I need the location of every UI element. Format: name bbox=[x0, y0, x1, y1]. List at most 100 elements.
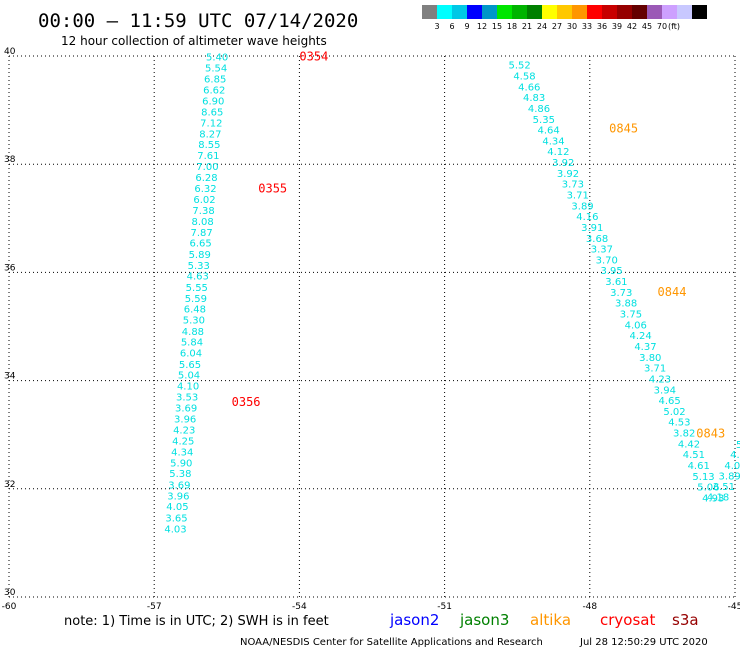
footer-timestamp: Jul 28 12:50:29 UTC 2020 bbox=[579, 637, 708, 648]
color-swatch bbox=[437, 5, 452, 19]
y-tick-label: 40 bbox=[4, 47, 16, 57]
track-central: 5.524.584.664.834.865.354.644.344.123.92… bbox=[508, 61, 724, 505]
swh-value: 3.37 bbox=[591, 245, 613, 256]
track-east: 4.183.513.894.064.045.134.724.804.724.51… bbox=[707, 440, 740, 503]
swh-tracks: 5.405.546.856.626.908.657.128.278.557.61… bbox=[164, 53, 740, 536]
swh-value: 7.61 bbox=[197, 151, 219, 162]
pass-time-label: 0843 bbox=[696, 427, 725, 441]
legend-s3a: s3a bbox=[672, 611, 699, 629]
pass-time-label: 0844 bbox=[658, 285, 687, 299]
color-swatch bbox=[617, 5, 632, 19]
legend-cryosat: cryosat bbox=[600, 611, 655, 629]
swh-value: 4.65 bbox=[659, 396, 681, 407]
swh-value: 4.64 bbox=[538, 126, 560, 137]
swh-value: 5.33 bbox=[188, 261, 210, 272]
swh-value: 4.23 bbox=[173, 425, 195, 436]
swh-value: 3.82 bbox=[673, 429, 695, 440]
swh-value: 5.35 bbox=[533, 115, 555, 126]
y-tick-label: 34 bbox=[4, 372, 16, 382]
color-swatch bbox=[422, 5, 437, 19]
swh-value: 4.23 bbox=[649, 374, 671, 385]
swh-value: 5.38 bbox=[169, 469, 191, 480]
swh-value: 3.89 bbox=[571, 201, 593, 212]
pass-time-label: 0355 bbox=[258, 182, 287, 196]
grid-lines bbox=[8, 55, 736, 598]
swh-value: 4.34 bbox=[171, 447, 193, 458]
pass-time-label: 0845 bbox=[609, 121, 638, 135]
swh-value: 4.10 bbox=[177, 381, 199, 392]
color-scale-label: 24 bbox=[537, 22, 547, 31]
swh-value: 7.38 bbox=[192, 206, 214, 217]
swh-value: 5.02 bbox=[663, 407, 685, 418]
swh-value: 6.48 bbox=[184, 305, 206, 316]
swh-value: 3.80 bbox=[639, 353, 661, 364]
swh-value: 4.86 bbox=[528, 104, 550, 115]
x-tick-label: -57 bbox=[147, 602, 162, 612]
swh-value: 6.04 bbox=[180, 348, 202, 359]
swh-value: 3.94 bbox=[654, 385, 676, 396]
color-scale-label: 33 bbox=[582, 22, 592, 31]
color-scale-label: 30 bbox=[567, 22, 577, 31]
color-scale-label: 36 bbox=[597, 22, 607, 31]
color-swatch bbox=[497, 5, 512, 19]
swh-value: 5.84 bbox=[181, 338, 203, 349]
pass-labels: 03540355035608450844084308430510513 bbox=[232, 50, 726, 441]
swh-value: 3.96 bbox=[174, 414, 196, 425]
swh-value: 5.13 bbox=[692, 472, 714, 483]
swh-value: 8.27 bbox=[199, 129, 221, 140]
swh-value: 7.00 bbox=[196, 162, 218, 173]
swh-value: 4.88 bbox=[182, 327, 204, 338]
swh-value: 3.68 bbox=[586, 234, 608, 245]
color-swatch bbox=[482, 5, 497, 19]
color-swatch bbox=[662, 5, 677, 19]
swh-value: 4.51 bbox=[683, 450, 705, 461]
swh-value: 4.66 bbox=[518, 82, 540, 93]
legend-jason2: jason2 bbox=[389, 611, 439, 629]
swh-value: 4.63 bbox=[187, 272, 209, 283]
color-swatch bbox=[467, 5, 482, 19]
swh-value: 3.53 bbox=[176, 392, 198, 403]
swh-value: 4.18 bbox=[707, 492, 729, 503]
swh-value: 4.42 bbox=[678, 439, 700, 450]
swh-value: 4.24 bbox=[629, 331, 651, 342]
swh-value: 3.96 bbox=[167, 491, 189, 502]
swh-value: 8.65 bbox=[201, 108, 223, 119]
swh-value: 4.16 bbox=[576, 212, 598, 223]
x-tick-label: -60 bbox=[2, 602, 17, 612]
color-scale-label: 12 bbox=[477, 22, 487, 31]
x-tick-label: -54 bbox=[292, 602, 307, 612]
swh-value: 3.71 bbox=[644, 364, 666, 375]
color-swatch bbox=[527, 5, 542, 19]
swh-value: 3.73 bbox=[562, 180, 584, 191]
track-west: 5.405.546.856.626.908.657.128.278.557.61… bbox=[164, 53, 228, 536]
swh-value: 3.65 bbox=[165, 513, 187, 524]
y-tick-labels: 30 32 34 36 38 40 bbox=[4, 47, 16, 598]
swh-value: 5.55 bbox=[186, 283, 208, 294]
page-title: 00:00 – 11:59 UTC 07/14/2020 bbox=[38, 10, 358, 32]
pass-time-label: 0354 bbox=[299, 50, 328, 64]
swh-value: 6.65 bbox=[190, 239, 212, 250]
color-swatch bbox=[587, 5, 602, 19]
color-scale-label: 9 bbox=[464, 22, 469, 31]
swh-value: 3.69 bbox=[175, 404, 197, 415]
swh-value: 5.04 bbox=[178, 371, 200, 382]
color-scale-label: 42 bbox=[627, 22, 637, 31]
swh-value: 5.30 bbox=[183, 315, 205, 326]
color-scale-label: 39 bbox=[612, 22, 622, 31]
swh-value: 4.04 bbox=[730, 450, 740, 461]
swh-value: 6.90 bbox=[202, 96, 224, 107]
satellite-legend: jason2 jason3 altika cryosat s3a bbox=[389, 611, 699, 629]
pass-time-label: 0356 bbox=[232, 395, 261, 409]
color-scale-label: 45 bbox=[642, 22, 652, 31]
color-scale-label: 18 bbox=[507, 22, 517, 31]
swh-value: 6.02 bbox=[193, 195, 215, 206]
swh-value: 3.69 bbox=[168, 480, 190, 491]
swh-value: 6.85 bbox=[204, 75, 226, 86]
color-swatch bbox=[632, 5, 647, 19]
color-swatch bbox=[677, 5, 692, 19]
plot-area: -60 -57 -54 -51 -48 -45 30 32 34 36 38 40 5.405.54… bbox=[2, 47, 740, 612]
color-swatch bbox=[557, 5, 572, 19]
swh-value: 4.12 bbox=[547, 147, 569, 158]
color-scale-label: 21 bbox=[522, 22, 532, 31]
swh-value: 4.34 bbox=[542, 136, 564, 147]
